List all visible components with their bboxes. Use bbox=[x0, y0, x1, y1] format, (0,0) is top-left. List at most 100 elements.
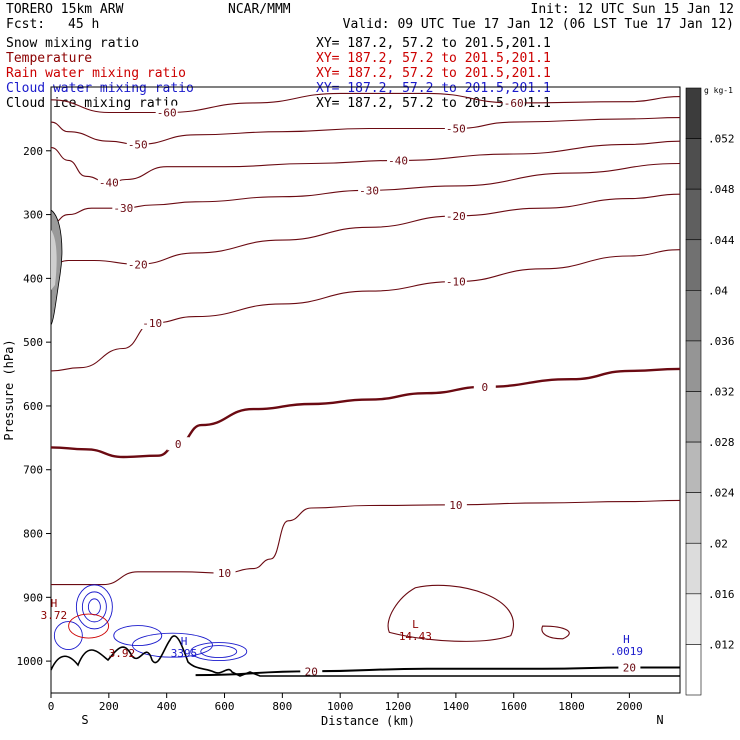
cloud-water-contour bbox=[53, 621, 83, 651]
colorbar-label: .028 bbox=[708, 436, 735, 449]
isotherm-label-bg bbox=[502, 95, 525, 109]
extremum-value: 3.72 bbox=[41, 609, 68, 622]
isotherm-label: 0 bbox=[481, 381, 488, 394]
extremum-value: .0019 bbox=[610, 645, 643, 658]
colorbar-label: .012 bbox=[708, 638, 735, 651]
rain-water-contour bbox=[68, 613, 110, 639]
cloud-water-contour bbox=[113, 625, 163, 647]
isotherm-label-bg bbox=[444, 121, 467, 135]
x-axis: 0 200 400 600 800 1000 1200 1400 1600 1800 2000 bbox=[48, 693, 643, 713]
isotherm-label-bg bbox=[444, 497, 467, 511]
isotherm-label-bg bbox=[126, 257, 149, 271]
y-tick-label: 800 bbox=[23, 528, 43, 541]
isotherm-label: 0 bbox=[175, 438, 182, 451]
cloud-water-contour bbox=[87, 598, 101, 616]
snow-cell-inner bbox=[51, 230, 57, 290]
x-tick-label: 1600 bbox=[500, 700, 527, 713]
isotherm-line bbox=[50, 193, 681, 265]
isotherm-label-bg bbox=[387, 153, 410, 167]
fcst-label: Fcst: bbox=[6, 17, 45, 32]
isotherm-line bbox=[50, 92, 681, 114]
isotherm-label: -20 bbox=[446, 210, 466, 223]
y-tick-label: 300 bbox=[23, 209, 43, 222]
cloud-water-contour bbox=[132, 632, 213, 658]
field-name: Snow mixing ratio bbox=[6, 36, 139, 51]
colorbar-label: .032 bbox=[708, 386, 735, 399]
closed-isotherm bbox=[387, 584, 514, 642]
model-title: TORERO 15km ARW bbox=[6, 2, 124, 17]
field-legend: Snow mixing ratio XY= 187.2, 57.2 to 201.… bbox=[6, 36, 551, 111]
x-tick-label: 2000 bbox=[616, 700, 643, 713]
isotherm-label-bg bbox=[444, 274, 467, 288]
isotherm-label-bg bbox=[213, 566, 236, 580]
init-time: Init: 12 UTC Sun 15 Jan 12 bbox=[531, 2, 735, 17]
isotherm-label: 20 bbox=[623, 661, 636, 674]
field-name: Temperature bbox=[6, 51, 92, 66]
field-endpoints: XY= 187.2, 57.2 to 201.5,201.1 bbox=[316, 81, 551, 96]
extremum-value: 14.43 bbox=[399, 630, 432, 643]
y-axis-label: Pressure (hPa) bbox=[2, 339, 16, 440]
colorbar-label: .044 bbox=[708, 234, 735, 247]
colorbar-segment bbox=[685, 644, 702, 696]
y-tick-label: 700 bbox=[23, 464, 43, 477]
isotherm-label: -60 bbox=[157, 107, 177, 120]
field-name: Rain water mixing ratio bbox=[6, 66, 186, 81]
isotherm-label: -30 bbox=[113, 202, 133, 215]
plot-frame bbox=[50, 86, 681, 694]
isotherm-label: -40 bbox=[388, 154, 408, 167]
field-name: Cloud ice mixing ratio bbox=[6, 96, 178, 111]
isotherm-label-bg bbox=[126, 137, 149, 151]
colorbar-segment bbox=[685, 290, 702, 342]
isotherm-label-bg bbox=[300, 664, 323, 678]
colorbar-segment bbox=[685, 239, 702, 291]
isotherm-label: -10 bbox=[446, 276, 466, 289]
north-endpoint-label: N bbox=[656, 713, 663, 727]
y-axis: 200 300 400 500 600 700 800 900 1000 bbox=[17, 145, 51, 668]
colorbar-label: .024 bbox=[708, 487, 735, 500]
isotherm-line bbox=[50, 367, 681, 459]
colorbar-segment bbox=[685, 593, 702, 645]
x-tick-label: 400 bbox=[157, 700, 177, 713]
colorbar-segment bbox=[685, 542, 702, 595]
colorbar-label: .048 bbox=[708, 183, 735, 196]
x-tick-label: 200 bbox=[99, 700, 119, 713]
colorbar-label: .052 bbox=[708, 133, 735, 146]
isotherm-label-bg bbox=[112, 201, 135, 215]
isotherm-label: 10 bbox=[218, 567, 231, 580]
isotherm-label: -10 bbox=[142, 317, 162, 330]
cloud-water-contour bbox=[200, 645, 238, 658]
colorbar-label: .02 bbox=[708, 537, 728, 550]
colorbar: .052 .048 .044 .04 .036 .032 .028 .024 .02 .016 .0… bbox=[685, 87, 735, 696]
colorbar-segment bbox=[685, 441, 702, 493]
colorbar-label: .016 bbox=[708, 588, 735, 601]
extremum-symbol: H bbox=[181, 635, 188, 648]
isotherm-label: -50 bbox=[128, 138, 148, 151]
x-axis-label: Distance (km) bbox=[321, 714, 415, 728]
isotherm-label-bg bbox=[444, 208, 467, 222]
x-tick-label: 0 bbox=[48, 700, 55, 713]
extremum-symbol: L bbox=[412, 618, 419, 631]
colorbar-segment bbox=[685, 492, 702, 544]
extremum-value: 3.92 bbox=[109, 647, 136, 660]
isotherm-label: -20 bbox=[128, 258, 148, 271]
extremum-value: 3395 bbox=[171, 647, 198, 660]
isotherm-line bbox=[50, 162, 681, 225]
temperature-contours: -60 -60 -50 -50 -40 -40 -30 -30 -20 -20 -10 -10 0 0 10… bbox=[50, 92, 681, 678]
isotherm-label: -60 bbox=[504, 97, 524, 110]
isotherm-label-bg bbox=[97, 175, 120, 189]
isotherm-line bbox=[51, 499, 681, 586]
y-tick-label: 1000 bbox=[17, 655, 44, 668]
x-tick-label: 1200 bbox=[385, 700, 412, 713]
field-endpoints: XY= 187.2, 57.2 to 201.5,201.1 bbox=[316, 36, 551, 51]
closed-isotherm bbox=[541, 625, 570, 640]
valid-time: Valid: 09 UTC Tue 17 Jan 12 (06 LST Tue … bbox=[343, 17, 734, 32]
colorbar-segment bbox=[685, 188, 702, 241]
y-tick-label: 500 bbox=[23, 336, 43, 349]
cloud-water-contour bbox=[81, 591, 107, 623]
isotherm-label: -30 bbox=[359, 184, 379, 197]
isotherm-line bbox=[195, 666, 680, 677]
isotherm-label-bg bbox=[155, 105, 178, 119]
terrain-line bbox=[50, 635, 680, 677]
